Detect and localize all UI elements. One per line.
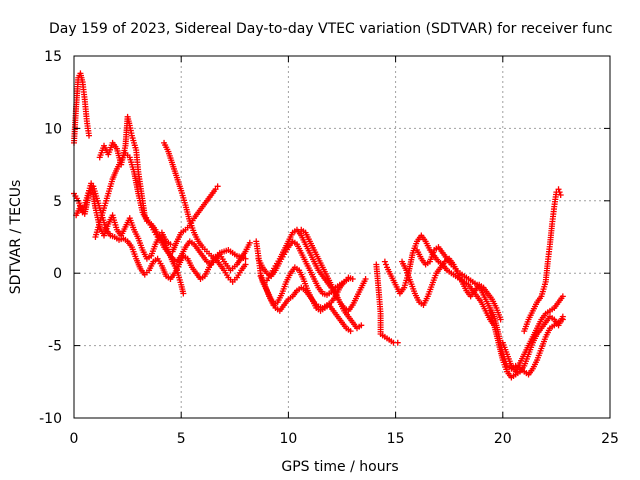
data-point-markers [521,186,564,335]
x-tick-label: 10 [279,431,297,447]
y-tick-label: 0 [53,266,62,282]
series-track-l [298,226,369,314]
x-tick-label: 0 [70,431,79,447]
series-track-e [92,150,253,274]
data-point-markers [486,307,566,381]
data-point-markers [298,226,369,314]
x-tick-label: 15 [387,431,405,447]
x-tick-label: 25 [601,431,619,447]
x-tick-label: 20 [494,431,512,447]
series-track-s [521,186,564,335]
y-axis-label: SDTVAR / TECUs [8,180,24,295]
ticks-layer: 0 5 10 15 20 25 -10 -5 0 5 10 15 [39,49,619,447]
marks-layer [71,70,566,381]
series-track-m [373,261,401,346]
series-track-q [486,307,566,381]
x-axis-label: GPS time / hours [281,459,398,475]
y-tick-label: 5 [53,194,62,210]
y-tick-label: -10 [39,411,62,427]
data-point-markers [169,183,221,255]
series-track-f [161,139,249,285]
y-tick-label: 15 [44,49,62,65]
data-point-markers [161,139,249,285]
grid-layer [74,56,610,418]
y-tick-label: -5 [48,339,62,355]
data-point-markers [499,293,566,375]
data-point-markers [92,150,253,274]
y-tick-label: 10 [44,121,62,137]
data-point-markers [257,264,354,335]
series-track-r [499,293,566,375]
data-point-markers [373,261,401,346]
plot-frame [73,55,611,419]
x-tick-label: 5 [177,431,186,447]
series-track-k [257,264,354,335]
chart-title: Day 159 of 2023, Sidereal Day-to-day VTE… [49,21,613,37]
series-track-g [169,183,221,255]
